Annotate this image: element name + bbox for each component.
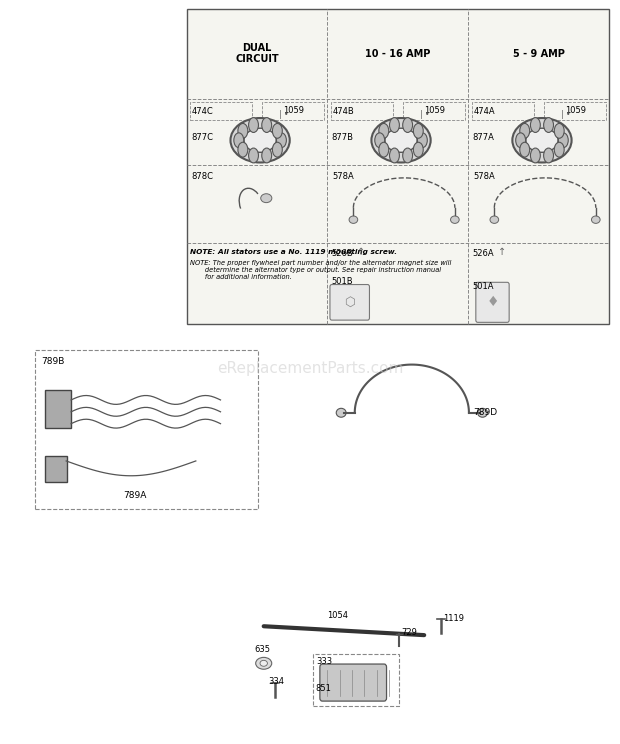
Ellipse shape	[403, 118, 412, 132]
Bar	[35, 350, 257, 509]
Text: 526A: 526A	[472, 248, 494, 257]
Bar	[544, 102, 606, 120]
Text: 789D: 789D	[474, 408, 498, 417]
Bar	[313, 654, 399, 705]
Ellipse shape	[238, 142, 248, 157]
Ellipse shape	[403, 148, 412, 163]
Ellipse shape	[389, 118, 399, 132]
Ellipse shape	[389, 148, 399, 163]
Text: NOTE: The proper flywheel part number and/or the alternator magnet size will
   : NOTE: The proper flywheel part number an…	[190, 260, 451, 280]
Ellipse shape	[520, 124, 529, 138]
Ellipse shape	[249, 118, 259, 132]
Text: eReplacementParts.com: eReplacementParts.com	[217, 361, 403, 376]
Ellipse shape	[336, 408, 346, 417]
Ellipse shape	[261, 193, 272, 202]
Text: 877C: 877C	[191, 132, 213, 142]
Text: 1059: 1059	[565, 106, 586, 115]
Text: 578A: 578A	[473, 172, 495, 181]
Text: 334: 334	[268, 677, 284, 686]
Ellipse shape	[516, 133, 526, 147]
Text: 851: 851	[315, 684, 331, 693]
Text: 1059: 1059	[424, 106, 445, 115]
Ellipse shape	[385, 128, 417, 153]
Text: 789A: 789A	[123, 491, 147, 500]
Ellipse shape	[349, 216, 358, 223]
Ellipse shape	[379, 124, 389, 138]
Ellipse shape	[554, 124, 564, 138]
Text: 10 - 16 AMP: 10 - 16 AMP	[365, 48, 431, 59]
Bar	[404, 102, 466, 120]
Ellipse shape	[249, 148, 259, 163]
Ellipse shape	[414, 142, 423, 157]
Text: ⬡: ⬡	[344, 296, 355, 309]
Text: 878C: 878C	[192, 172, 213, 181]
Ellipse shape	[374, 133, 384, 147]
Ellipse shape	[272, 142, 282, 157]
FancyBboxPatch shape	[45, 456, 68, 482]
Text: | •: | •	[561, 110, 570, 119]
Text: 474C: 474C	[192, 106, 214, 116]
Bar	[190, 102, 252, 120]
Ellipse shape	[255, 658, 272, 670]
Ellipse shape	[451, 216, 459, 223]
Ellipse shape	[234, 133, 244, 147]
Text: 526B: 526B	[332, 248, 353, 257]
Ellipse shape	[371, 118, 431, 162]
Text: 578A: 578A	[332, 172, 354, 181]
Ellipse shape	[262, 148, 272, 163]
Ellipse shape	[520, 142, 529, 157]
Text: 1059: 1059	[283, 106, 304, 115]
Ellipse shape	[238, 124, 248, 138]
Text: 474B: 474B	[333, 106, 355, 116]
Text: 877A: 877A	[472, 132, 495, 142]
Ellipse shape	[544, 148, 554, 163]
Ellipse shape	[231, 118, 290, 162]
Text: 333: 333	[316, 658, 332, 667]
Text: 789B: 789B	[42, 357, 65, 366]
Text: ↑: ↑	[498, 247, 506, 257]
Ellipse shape	[544, 118, 554, 132]
Text: 877B: 877B	[332, 132, 354, 142]
Text: ♦: ♦	[486, 295, 498, 310]
Text: 1119: 1119	[443, 614, 464, 623]
Text: 635: 635	[254, 644, 270, 654]
Ellipse shape	[272, 124, 282, 138]
Ellipse shape	[559, 133, 569, 147]
Ellipse shape	[477, 408, 487, 417]
FancyBboxPatch shape	[330, 284, 370, 320]
Ellipse shape	[591, 216, 600, 223]
Text: 501B: 501B	[332, 277, 353, 286]
Text: | •: | •	[280, 110, 289, 119]
Ellipse shape	[414, 124, 423, 138]
Bar	[187, 9, 609, 324]
Ellipse shape	[526, 128, 558, 153]
FancyBboxPatch shape	[320, 664, 386, 701]
Ellipse shape	[244, 128, 276, 153]
Text: ↑: ↑	[357, 247, 365, 257]
Text: 5 - 9 AMP: 5 - 9 AMP	[513, 48, 565, 59]
Ellipse shape	[554, 142, 564, 157]
Bar	[262, 102, 324, 120]
Ellipse shape	[531, 118, 540, 132]
Text: DUAL
CIRCUIT: DUAL CIRCUIT	[235, 43, 279, 65]
Ellipse shape	[512, 118, 572, 162]
Bar	[471, 102, 534, 120]
FancyBboxPatch shape	[476, 282, 509, 322]
Text: 501A: 501A	[472, 282, 494, 291]
Text: | •: | •	[420, 110, 430, 119]
Text: 1054: 1054	[327, 612, 348, 620]
Ellipse shape	[277, 133, 286, 147]
Text: NOTE: All stators use a No. 1119 mounting screw.: NOTE: All stators use a No. 1119 mountin…	[190, 248, 397, 254]
Ellipse shape	[379, 142, 389, 157]
Text: 729: 729	[401, 629, 417, 638]
Text: 474A: 474A	[474, 106, 495, 116]
Ellipse shape	[262, 118, 272, 132]
Ellipse shape	[531, 148, 540, 163]
Bar	[330, 102, 392, 120]
Ellipse shape	[417, 133, 427, 147]
Ellipse shape	[260, 661, 267, 667]
Ellipse shape	[490, 216, 498, 223]
FancyBboxPatch shape	[45, 390, 71, 428]
